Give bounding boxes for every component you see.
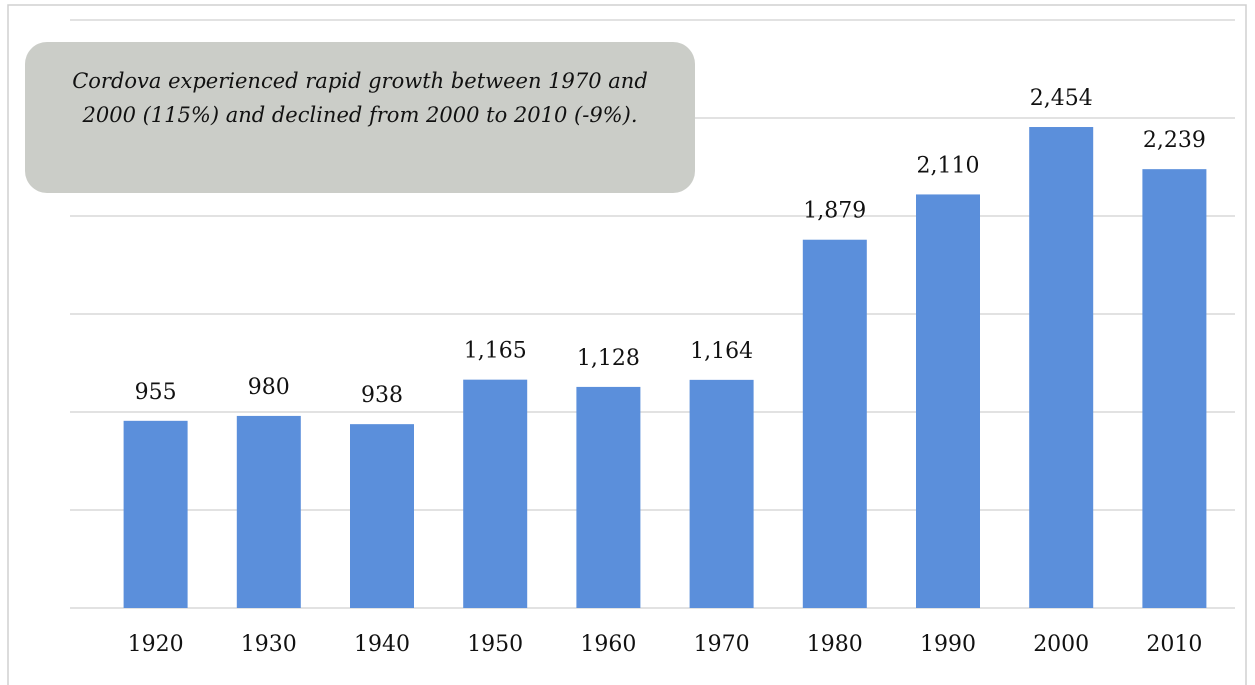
data-label: 938 (361, 383, 403, 408)
x-tick-label: 1990 (920, 632, 976, 657)
bar (123, 420, 188, 608)
x-tick-label: 1950 (467, 632, 523, 657)
x-tick-label: 1960 (580, 632, 636, 657)
x-tick-label: 2000 (1033, 632, 1089, 657)
x-tick-label: 1980 (807, 632, 863, 657)
data-label: 980 (248, 375, 290, 400)
x-tick-label: 1970 (694, 632, 750, 657)
data-label: 2,110 (917, 153, 980, 178)
data-label: 2,454 (1030, 86, 1093, 111)
data-label: 1,128 (577, 346, 640, 371)
data-label: 1,165 (464, 339, 527, 364)
x-tick-label: 2010 (1146, 632, 1202, 657)
data-label: 955 (135, 380, 177, 405)
data-label: 1,879 (803, 199, 866, 224)
bar (916, 194, 980, 608)
bar (463, 379, 528, 608)
bar (689, 379, 754, 608)
bar (350, 424, 414, 608)
data-label: 1,164 (690, 339, 753, 364)
chart-frame (7, 4, 1247, 685)
x-tick-label: 1920 (128, 632, 184, 657)
bar (236, 415, 301, 608)
bar (576, 386, 641, 608)
x-tick-label: 1940 (354, 632, 410, 657)
annotation: Cordova experienced rapid growth between… (25, 42, 695, 193)
bar (1142, 169, 1207, 608)
bar (1029, 127, 1094, 609)
data-label: 2,239 (1143, 128, 1206, 153)
x-tick-label: 1930 (241, 632, 297, 657)
bar (802, 239, 867, 608)
